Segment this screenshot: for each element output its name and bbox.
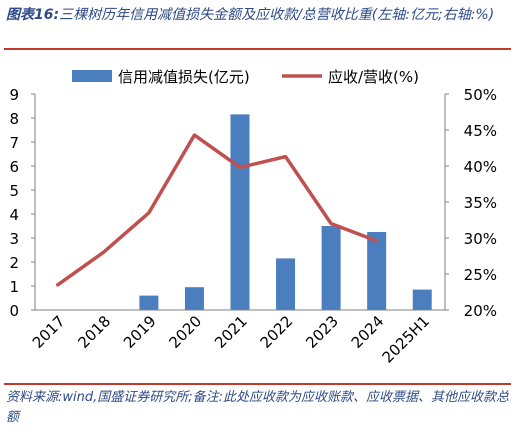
figure-number: 图表16: [6, 7, 60, 23]
bar-2020 [184, 287, 204, 310]
x-tick-label: 2017 [29, 312, 69, 352]
left-tick-label: 2 [9, 254, 19, 272]
left-tick-label: 5 [9, 182, 19, 200]
right-tick-label: 50% [464, 86, 497, 104]
legend-bar-label: 信用减值损失(亿元) [118, 68, 250, 86]
source-note: 资料来源:wind,国盛证券研究所;备注:此处应收款为应收账款、应收票据、其他应… [6, 390, 510, 425]
line-path [56, 133, 379, 287]
bar-series [139, 114, 432, 311]
x-tick-label: 2020 [166, 312, 206, 352]
right-tick-label: 45% [464, 122, 497, 140]
bar-2025H1 [412, 289, 432, 310]
x-tick-label: 2025H1 [379, 312, 433, 366]
figure-title: 图表16:三棵树历年信用减值损失金额及应收款/总营收比重(左轴:亿元;右轴:%) [6, 4, 511, 26]
x-tick-label: 2022 [257, 312, 297, 352]
left-tick-label: 3 [9, 230, 19, 248]
legend: 信用减值损失(亿元) 应收/营收(%) [72, 68, 419, 86]
x-tick-label: 2023 [302, 312, 342, 352]
chart: 信用减值损失(亿元) 应收/营收(%) 0 1 2 3 4 5 6 7 8 9 20% 25% 30% 35… [9, 68, 497, 367]
left-tick-label: 1 [9, 278, 19, 296]
right-tick-label: 35% [464, 194, 497, 212]
right-tick-label: 20% [464, 302, 497, 320]
bar-2022 [276, 258, 296, 310]
legend-bar-swatch [72, 70, 112, 82]
bar-2021 [230, 114, 250, 311]
figure-title-text: 三棵树历年信用减值损失金额及应收款/总营收比重(左轴:亿元;右轴:%) [59, 7, 495, 23]
x-tick-label: 2024 [348, 312, 388, 352]
source-divider [4, 383, 511, 385]
line-series [56, 133, 379, 287]
left-tick-label: 6 [9, 158, 19, 176]
right-tick-label: 25% [464, 266, 497, 284]
right-tick-label: 40% [464, 158, 497, 176]
left-tick-label: 7 [9, 134, 19, 152]
right-tick-label: 30% [464, 230, 497, 248]
bar-2024 [367, 232, 387, 310]
bar-2023 [321, 226, 341, 310]
x-tick-label: 2019 [120, 312, 160, 352]
left-tick-label: 8 [9, 110, 19, 128]
legend-line-label: 应收/营收(%) [328, 68, 419, 86]
x-tick-label: 2018 [74, 312, 114, 352]
bar-2019 [139, 295, 159, 310]
x-tick-label: 2021 [211, 312, 251, 352]
left-tick-label: 4 [9, 206, 19, 224]
left-tick-label: 9 [9, 86, 19, 104]
left-tick-label: 0 [9, 302, 19, 320]
title-divider [4, 48, 511, 50]
